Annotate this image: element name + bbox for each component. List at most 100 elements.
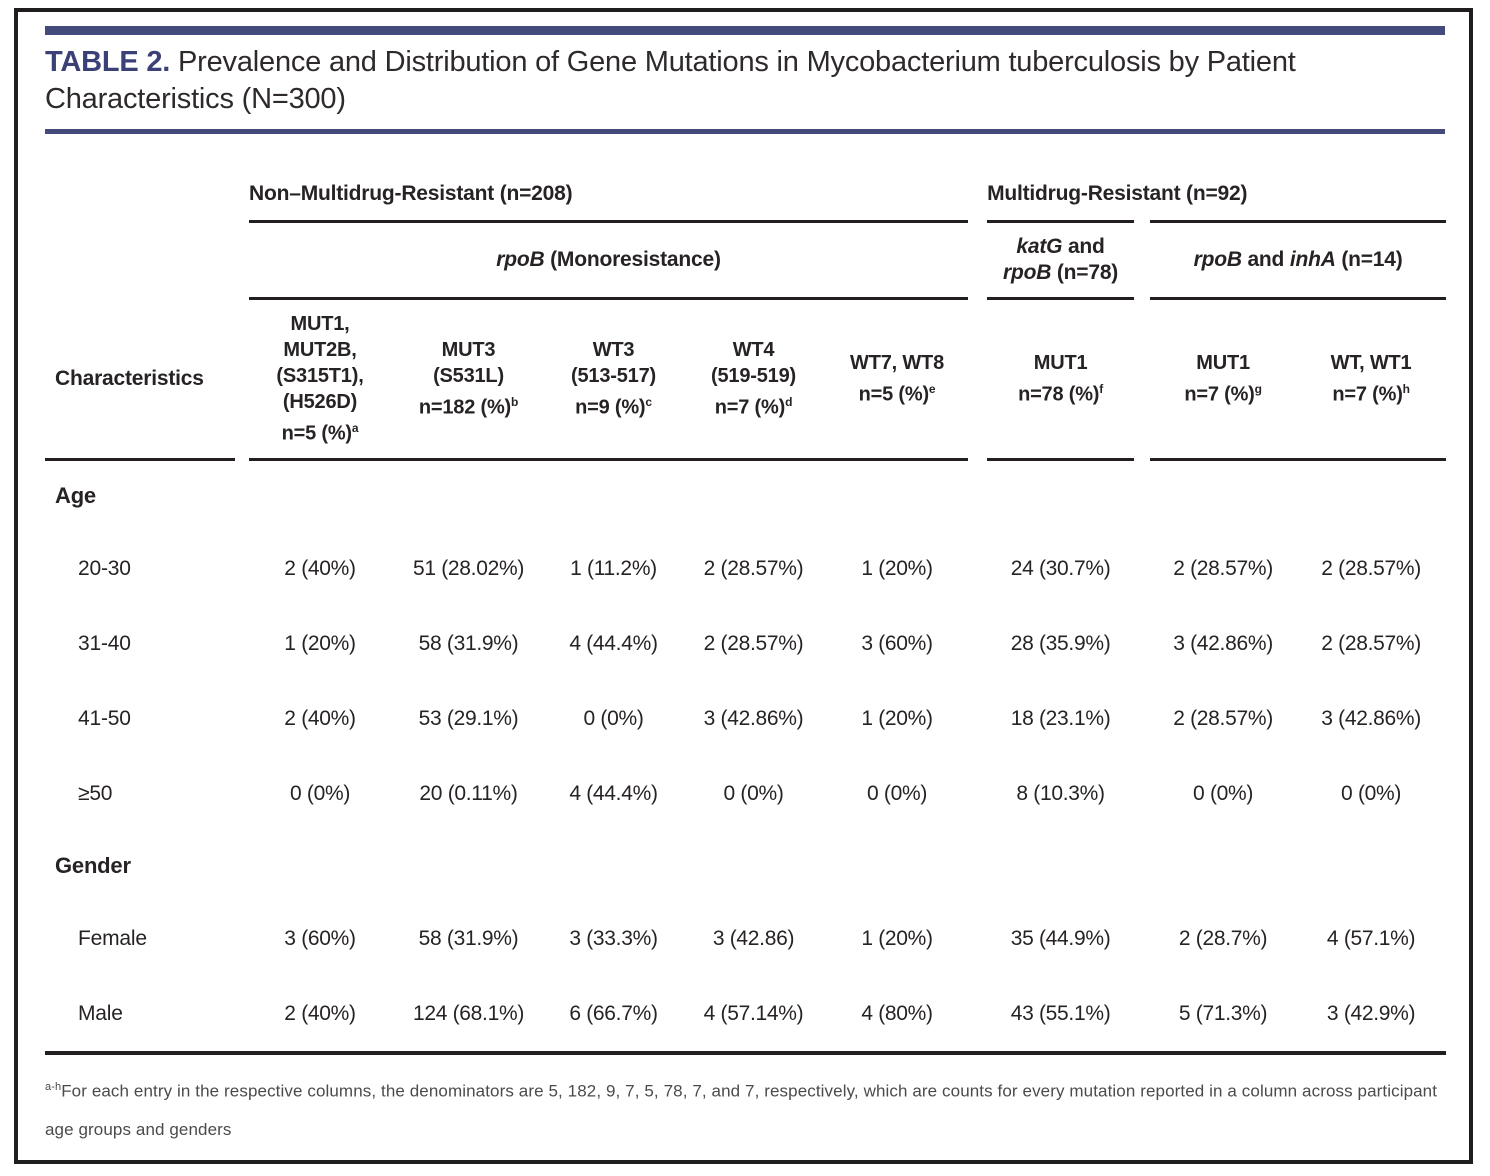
column-header-line: (H526D) <box>282 391 358 414</box>
table-cell: 6 (66.7%) <box>569 1001 658 1025</box>
header-bottom-rule-row <box>45 458 1447 461</box>
table-cell: 0 (0%) <box>1341 781 1402 805</box>
table-cell: 4 (44.4%) <box>569 781 658 805</box>
table-cell: 3 (60%) <box>284 926 356 950</box>
row-label: Male <box>78 1001 123 1025</box>
subgroup-label-text: and <box>1062 235 1105 258</box>
table-row: 41-50 2 (40%) 53 (29.1%) 0 (0%) 3 (42.86%) 1 … <box>45 681 1446 756</box>
table-cell: 3 (42.9%) <box>1326 1001 1416 1025</box>
spacer <box>235 606 249 681</box>
column-header-line: MUT3 <box>441 339 496 362</box>
table-cell: 2 (28.57%) <box>703 631 804 655</box>
rule-segment <box>45 1051 1447 1055</box>
rule-segment <box>249 220 969 223</box>
table-row: ≥50 0 (0%) 20 (0.11%) 4 (44.4%) 0 (0%) 0 (0%)… <box>45 756 1446 831</box>
table-cell: 4 (80%) <box>861 1001 933 1025</box>
column-footnote-marker: b <box>511 395 519 410</box>
table-cell: 3 (42.86) <box>712 926 795 950</box>
subgroup-line: rpoB (n=78) <box>987 260 1134 286</box>
table-cell: 3 (42.86%) <box>1321 706 1421 730</box>
subgroup-rpoB-monoresistance: rpoB (Monoresistance) <box>249 223 968 297</box>
column-header-line: MUT1 <box>1196 352 1250 375</box>
subgroup-label-text: (n=14) <box>1335 248 1403 271</box>
rule-segment <box>987 220 1135 223</box>
column-header-line: n=5 (%)a <box>281 421 359 445</box>
column-header-line: n=7 (%)g <box>1184 382 1262 406</box>
spacer <box>1134 681 1150 756</box>
subgroup-line: katG and <box>987 234 1134 260</box>
spacer <box>1134 300 1150 458</box>
subgroup-katG-rpoB: katG and rpoB (n=78) <box>987 223 1134 297</box>
column-header-line: MUT1, <box>290 313 350 336</box>
table-cell: 8 (10.3%) <box>1016 781 1105 805</box>
column-header-line: (513-517) <box>571 365 656 388</box>
table-cell: 3 (42.86%) <box>703 706 804 730</box>
table-cell: 2 (28.7%) <box>1178 926 1268 950</box>
subgroup-label-text: (Monoresistance) <box>544 248 721 271</box>
spacer <box>235 681 249 756</box>
spacer <box>968 756 987 831</box>
row-label: 20-30 <box>78 556 131 580</box>
spacer <box>968 901 987 976</box>
column-header-line: MUT1 <box>1033 352 1088 375</box>
column-header-line: WT, WT1 <box>1330 352 1412 375</box>
column-footnote-marker: a <box>351 421 359 436</box>
spacer <box>235 756 249 831</box>
column-header-line: n=9 (%)c <box>575 395 652 419</box>
footnote-superscript: a-h <box>45 1081 62 1093</box>
table-cell: 2 (28.57%) <box>1173 706 1273 730</box>
table-footnote: a-hFor each entry in the respective colu… <box>45 1068 1443 1149</box>
column-header-line: n=78 (%)f <box>1018 382 1104 406</box>
spacer <box>968 300 987 458</box>
table-cell: 0 (0%) <box>289 781 351 805</box>
table-cell: 3 (42.86%) <box>1173 631 1273 655</box>
column-header-line: (S531L) <box>433 365 504 388</box>
column-header: MUT1 n=78 (%)f <box>987 300 1134 458</box>
column-footnote-marker: c <box>645 395 652 410</box>
spacer <box>968 681 987 756</box>
column-header-line: MUT2B, <box>283 339 357 362</box>
column-footnote-marker: d <box>785 395 793 410</box>
accent-top-bar <box>45 26 1445 35</box>
column-header-line: (519-519) <box>711 365 796 388</box>
title-divider-rule <box>45 129 1445 134</box>
spacer <box>968 976 987 1051</box>
column-header-line: (S315T1), <box>276 365 364 388</box>
table-cell: 124 (68.1%) <box>412 1001 525 1025</box>
table-cell: 1 (20%) <box>861 926 933 950</box>
spacer <box>235 531 249 606</box>
spacer <box>1134 531 1150 606</box>
rule-segment <box>1150 220 1447 223</box>
subgroup-header-row: rpoB (Monoresistance) katG and rpoB (n=7… <box>45 223 1446 297</box>
table-cell: 5 (71.3%) <box>1178 1001 1268 1025</box>
table-cell: 3 (33.3%) <box>569 926 658 950</box>
subgroup-rpoB-inhA: rpoB and inhA (n=14) <box>1150 223 1446 297</box>
header-rule-row <box>45 297 1447 300</box>
table-cell: 2 (40%) <box>284 1001 356 1025</box>
gene-name-italic: katG <box>1016 235 1063 258</box>
column-header-line: n=7 (%)d <box>714 395 793 419</box>
column-header: MUT1 n=7 (%)g <box>1150 300 1296 458</box>
table-cell: 2 (28.57%) <box>1321 556 1421 580</box>
spacer <box>45 223 249 297</box>
footnote-text: For each entry in the respective columns… <box>45 1081 1438 1139</box>
table-cell: 51 (28.02%) <box>412 556 525 580</box>
gene-name-italic: inhA <box>1289 248 1336 271</box>
section-header: Gender <box>55 853 131 878</box>
rule-segment <box>1150 297 1447 300</box>
table-cell: 2 (28.57%) <box>1321 631 1421 655</box>
table-cell: 0 (0%) <box>583 706 644 730</box>
table-cell: 58 (31.9%) <box>418 926 519 950</box>
spacer <box>45 168 249 220</box>
column-header-line: WT3 <box>592 339 635 362</box>
table-cell: 1 (20%) <box>861 706 933 730</box>
gene-name-italic: rpoB <box>496 248 545 271</box>
gene-name-italic: rpoB <box>1193 248 1242 271</box>
table-cell: 4 (57.1%) <box>1326 926 1416 950</box>
table-cell: 20 (0.11%) <box>419 781 518 805</box>
table-bottom-rule-row <box>45 1051 1447 1055</box>
subgroup-label-text: (n=78) <box>1051 261 1119 284</box>
spacer <box>968 531 987 606</box>
table-cell: 1 (11.2%) <box>570 556 657 580</box>
column-header: WT3 (513-517) n=9 (%)c <box>546 300 681 458</box>
